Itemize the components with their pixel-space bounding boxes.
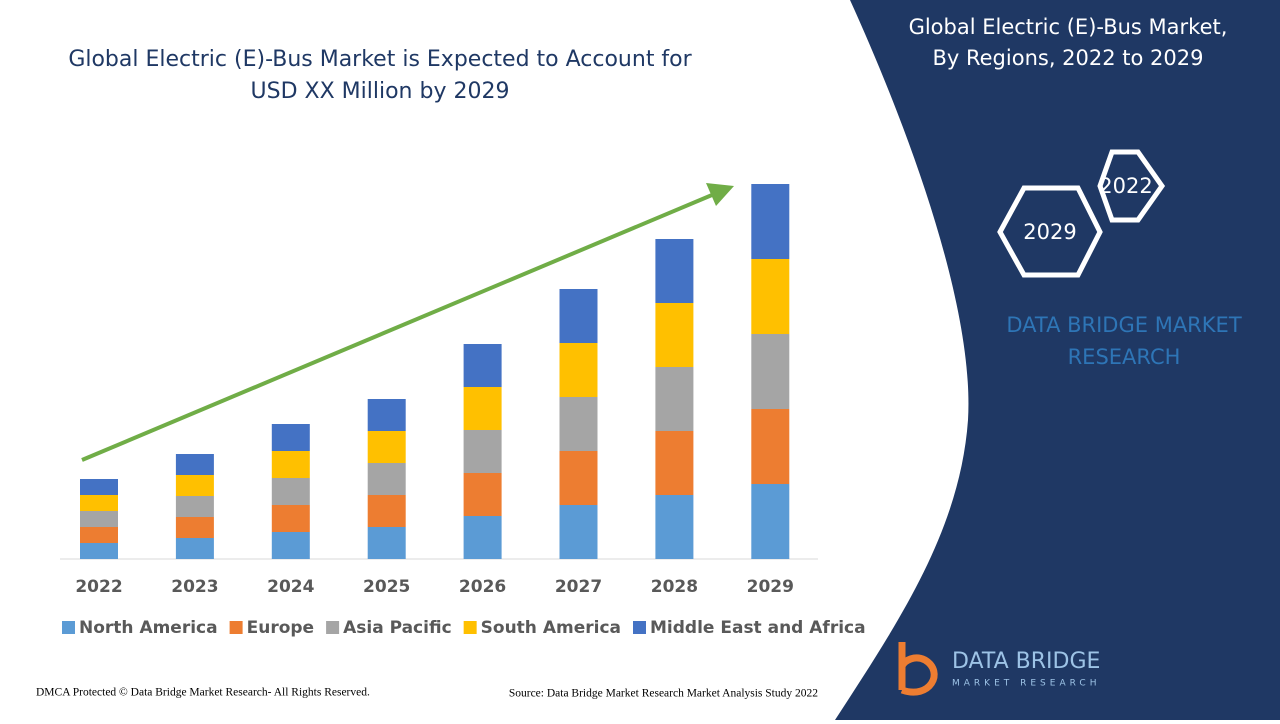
bar-segment [559, 397, 598, 451]
bar-segment [751, 184, 790, 259]
trend-arrow [81, 193, 713, 462]
x-tick-label: 2022 [75, 577, 122, 597]
hexagon [1097, 149, 1166, 223]
bar-segment [463, 516, 502, 559]
bar-segment [655, 303, 694, 367]
bar-segment [367, 527, 406, 559]
bar-segment [655, 239, 694, 303]
bar-segment [80, 543, 118, 559]
x-tick-label: 2025 [363, 577, 410, 597]
bar-segment [175, 454, 214, 475]
bar-segment [559, 289, 598, 343]
bar-segment [751, 484, 790, 559]
bar-segment [655, 431, 694, 495]
bar-segment [80, 495, 118, 511]
bar-segment [367, 399, 406, 431]
legend-label: Asia Pacific [343, 618, 452, 638]
legend-label: Middle East and Africa [650, 618, 866, 638]
legend-swatch [633, 621, 646, 634]
bar-segment [559, 505, 598, 559]
legend-swatch [463, 621, 477, 634]
bar-segment [175, 517, 214, 538]
bar-segment [367, 495, 406, 527]
chart-title: USD XX Million by 2029 [251, 79, 510, 104]
footer-left: DMCA Protected © Data Bridge Market Rese… [36, 687, 370, 699]
logo: DATA BRIDGE MARKET RESEARCH [898, 642, 1100, 696]
bar-segment [80, 511, 118, 527]
bar-segment [463, 430, 502, 473]
arrow-head [706, 183, 734, 206]
bar-segment [271, 505, 310, 532]
panel-title: Global Electric (E)-Bus Market, [909, 15, 1228, 39]
legend-swatch [229, 621, 243, 634]
x-tick-label: 2024 [267, 577, 314, 597]
footer-right: Source: Data Bridge Market Research Mark… [509, 688, 818, 700]
bar-segment [271, 424, 310, 451]
bar-segment [463, 473, 502, 516]
legend-swatch [326, 621, 340, 634]
bar-segment [655, 367, 694, 431]
brand-text: DATA BRIDGE MARKET [1006, 313, 1241, 337]
x-tick-label: 2029 [747, 577, 794, 597]
hexagon [997, 185, 1103, 278]
bar-segment [463, 344, 502, 387]
bar-segment [175, 496, 214, 517]
bar-segment [751, 334, 790, 409]
bar-segment [751, 409, 790, 484]
x-tick-label: 2026 [459, 577, 506, 597]
bar-segment [175, 538, 214, 559]
bar-segment [271, 451, 310, 478]
panel-title: By Regions, 2022 to 2029 [932, 46, 1203, 70]
bar-segment [175, 475, 214, 496]
bar-segment [559, 343, 598, 397]
bar-segment [655, 495, 694, 559]
legend-label: North America [79, 618, 218, 638]
x-tick-label: 2027 [555, 577, 602, 597]
chart-title: Global Electric (E)-Bus Market is Expect… [68, 47, 692, 72]
bar-segment [80, 527, 118, 543]
x-tick-label: 2023 [171, 577, 218, 597]
logo-tagline: MARKET RESEARCH [952, 679, 1100, 689]
logo-name: DATA BRIDGE [952, 649, 1100, 674]
bar-segment [80, 479, 118, 495]
hexagon-label: 2022 [1099, 174, 1152, 198]
side-panel [835, 0, 1280, 720]
bar-segment [271, 532, 310, 559]
bar-segment [367, 463, 406, 495]
bar-segment [271, 478, 310, 505]
legend-swatch [62, 621, 75, 634]
legend-label: Europe [247, 618, 314, 638]
brand-text: RESEARCH [1068, 345, 1181, 369]
bar-segment [559, 451, 598, 505]
hexagon-label: 2029 [1023, 220, 1076, 244]
bar-segment [751, 259, 790, 334]
x-tick-label: 2028 [651, 577, 698, 597]
bar-segment [367, 431, 406, 463]
bar-segment [463, 387, 502, 430]
legend-label: South America [481, 618, 621, 638]
